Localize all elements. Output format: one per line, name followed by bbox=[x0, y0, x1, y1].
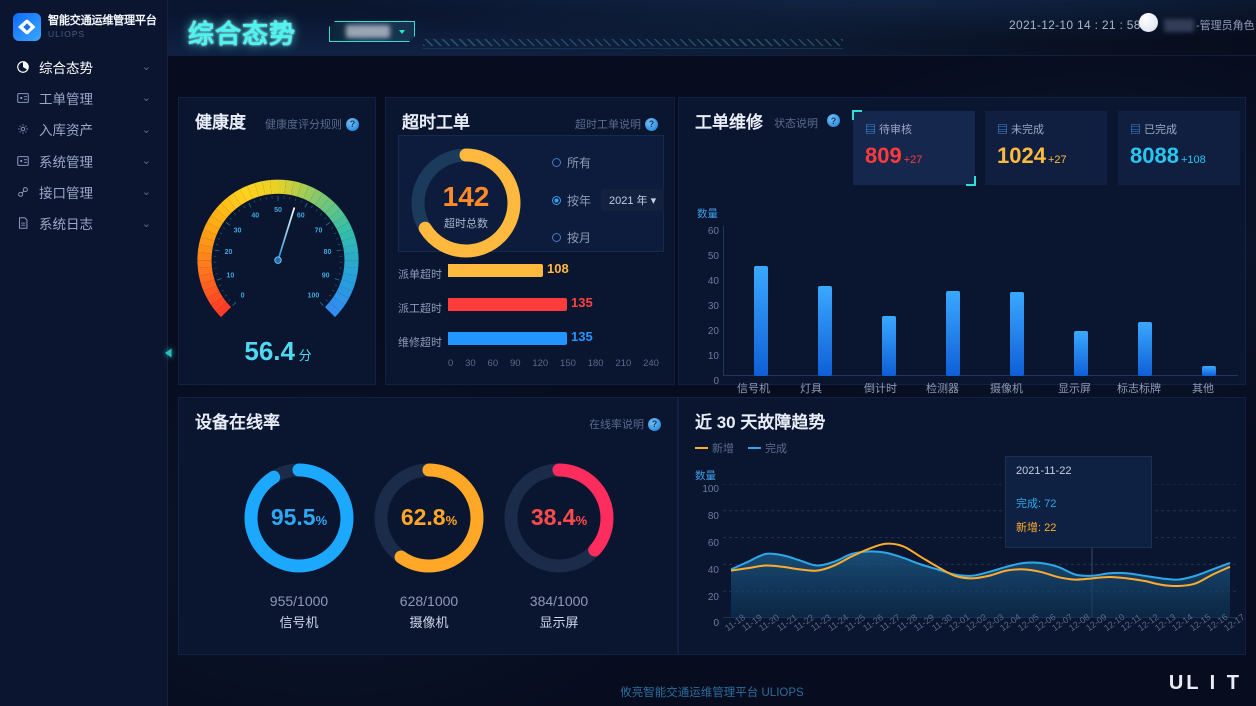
svg-text:20: 20 bbox=[225, 249, 233, 256]
svg-text:100: 100 bbox=[308, 292, 320, 299]
svg-text:70: 70 bbox=[315, 228, 323, 235]
svg-text:30: 30 bbox=[234, 228, 242, 235]
svg-text:60: 60 bbox=[297, 212, 305, 219]
svg-text:90: 90 bbox=[322, 273, 330, 280]
svg-text:0: 0 bbox=[241, 292, 245, 299]
svg-text:10: 10 bbox=[226, 273, 234, 280]
svg-text:40: 40 bbox=[251, 212, 259, 219]
svg-text:80: 80 bbox=[324, 249, 332, 256]
svg-text:50: 50 bbox=[274, 207, 282, 214]
